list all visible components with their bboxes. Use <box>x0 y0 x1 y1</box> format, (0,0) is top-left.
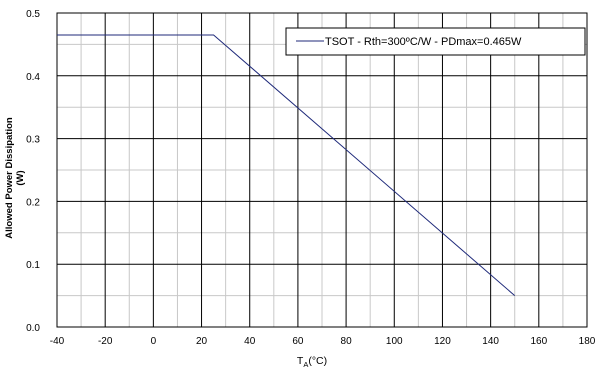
y-tick-label: 0.3 <box>26 135 40 146</box>
y-axis-title: Allowed Power Dissipation (W) <box>4 117 26 239</box>
x-tick-label: 40 <box>244 336 256 347</box>
y-tick-label: 0.0 <box>26 323 40 334</box>
x-tick-label: 100 <box>386 336 403 347</box>
x-tick-label: 120 <box>434 336 451 347</box>
x-tick-label: 20 <box>196 336 208 347</box>
x-tick-label: 160 <box>530 336 547 347</box>
x-tick-label: 0 <box>151 336 157 347</box>
x-axis-title-main: T <box>297 355 304 367</box>
x-axis-title-subscript: A <box>303 360 308 369</box>
plot-frame <box>56 12 588 328</box>
y-axis-title-line1: Allowed Power Dissipation <box>4 117 15 239</box>
y-tick-label: 0.2 <box>26 197 40 208</box>
x-tick-label: 80 <box>341 336 353 347</box>
y-tick-labels: 0.0 0.1 0.2 0.3 0.4 0.5 <box>26 9 40 334</box>
y-tick-label: 0.1 <box>26 260 40 271</box>
legend: TSOT - Rth=300ºC/W - PDmax=0.465W <box>285 27 586 56</box>
x-axis-title-unit: (°C) <box>308 355 327 367</box>
legend-label: TSOT - Rth=300ºC/W - PDmax=0.465W <box>325 36 522 48</box>
y-axis-title-line2: (W) <box>15 170 26 185</box>
series-line <box>57 34 516 296</box>
x-tick-label: 60 <box>292 336 304 347</box>
x-tick-label: 140 <box>482 336 499 347</box>
x-tick-label: 180 <box>579 336 596 347</box>
x-axis-title: TA(°C) <box>297 355 327 369</box>
x-tick-label: -40 <box>50 336 65 347</box>
x-tick-labels: -40 -20 0 20 40 60 80 100 120 140 160 180 <box>50 336 596 347</box>
x-tick-label: -20 <box>98 336 113 347</box>
y-tick-label: 0.5 <box>26 9 40 20</box>
series-layer <box>57 34 516 296</box>
minor-grid <box>57 13 587 327</box>
legend-box <box>285 27 586 56</box>
y-tick-label: 0.4 <box>26 72 40 83</box>
